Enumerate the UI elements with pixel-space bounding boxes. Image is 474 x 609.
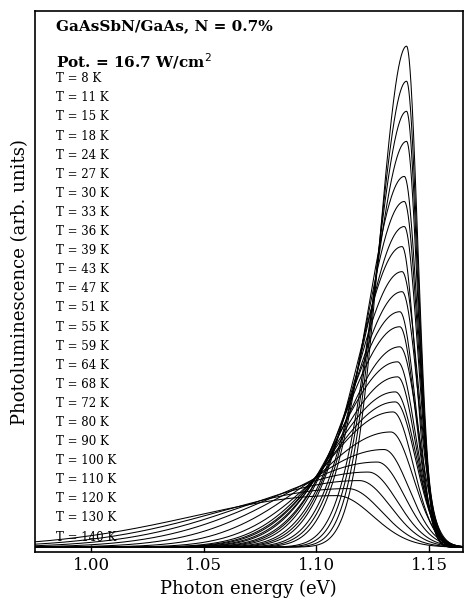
Text: GaAsSbN/GaAs, N = 0.7%: GaAsSbN/GaAs, N = 0.7% <box>56 19 273 33</box>
Y-axis label: Photoluminescence (arb. units): Photoluminescence (arb. units) <box>11 139 29 424</box>
Text: T = 130 K: T = 130 K <box>56 512 116 524</box>
Text: T = 8 K: T = 8 K <box>56 72 101 85</box>
Text: T = 140 K: T = 140 K <box>56 530 116 544</box>
Text: T = 55 K: T = 55 K <box>56 320 109 334</box>
Text: T = 11 K: T = 11 K <box>56 91 109 104</box>
Text: T = 24 K: T = 24 K <box>56 149 109 161</box>
Text: Pot. = 16.7 W/cm$^2$: Pot. = 16.7 W/cm$^2$ <box>56 52 212 71</box>
Text: T = 110 K: T = 110 K <box>56 473 116 486</box>
X-axis label: Photon energy (eV): Photon energy (eV) <box>161 580 337 598</box>
Text: T = 43 K: T = 43 K <box>56 263 109 276</box>
Text: T = 30 K: T = 30 K <box>56 187 109 200</box>
Text: T = 100 K: T = 100 K <box>56 454 116 467</box>
Text: T = 72 K: T = 72 K <box>56 397 109 410</box>
Text: T = 68 K: T = 68 K <box>56 378 109 391</box>
Text: T = 59 K: T = 59 K <box>56 340 109 353</box>
Text: T = 39 K: T = 39 K <box>56 244 109 257</box>
Text: T = 27 K: T = 27 K <box>56 167 109 181</box>
Text: T = 18 K: T = 18 K <box>56 130 109 143</box>
Text: T = 36 K: T = 36 K <box>56 225 109 238</box>
Text: T = 64 K: T = 64 K <box>56 359 109 371</box>
Text: T = 47 K: T = 47 K <box>56 283 109 295</box>
Text: T = 15 K: T = 15 K <box>56 110 109 124</box>
Text: T = 51 K: T = 51 K <box>56 301 109 314</box>
Text: T = 120 K: T = 120 K <box>56 493 116 505</box>
Text: T = 80 K: T = 80 K <box>56 416 109 429</box>
Text: T = 90 K: T = 90 K <box>56 435 109 448</box>
Text: T = 33 K: T = 33 K <box>56 206 109 219</box>
